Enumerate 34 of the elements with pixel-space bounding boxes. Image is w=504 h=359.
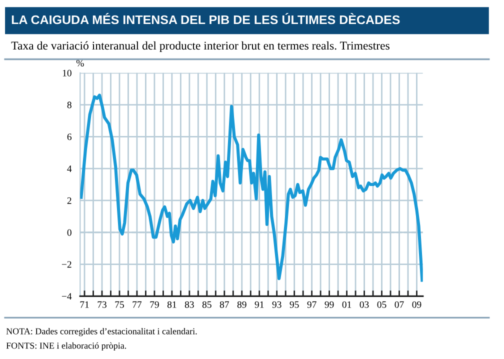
y-tick-label: 0 bbox=[67, 229, 72, 236]
x-tick-label: 91 bbox=[254, 301, 264, 308]
y-tick-label: 8 bbox=[67, 102, 72, 108]
x-tick-label: 79 bbox=[150, 301, 159, 308]
y-tick-label: −2 bbox=[62, 261, 72, 268]
x-tick-label: 93 bbox=[272, 301, 282, 308]
y-axis-title: % bbox=[76, 60, 84, 66]
line-series bbox=[80, 94, 423, 282]
x-tick-label: 81 bbox=[167, 301, 176, 308]
y-tick-label: 2 bbox=[67, 197, 72, 204]
x-tick-label: 75 bbox=[115, 301, 124, 308]
x-tick-label: 97 bbox=[307, 301, 316, 308]
x-tick-label: 99 bbox=[324, 301, 334, 308]
x-tick-label: 03 bbox=[360, 301, 369, 308]
x-tick-label: 95 bbox=[290, 301, 299, 308]
x-tick-label: 73 bbox=[98, 301, 106, 308]
x-tick-label: 87 bbox=[220, 301, 229, 308]
chart-title: LA CAIGUDA MÉS INTENSA DEL PIB DE LES ÚLTIMES DÈCADES bbox=[12, 12, 400, 24]
x-tick-label: 89 bbox=[237, 301, 246, 308]
x-tick-label: 09 bbox=[412, 301, 422, 308]
y-tick-label: 4 bbox=[67, 166, 72, 172]
y-tick-label: −4 bbox=[62, 293, 72, 300]
x-tick-label: 01 bbox=[342, 301, 352, 308]
x-tick-label: 07 bbox=[394, 301, 404, 308]
x-tick-label: 85 bbox=[202, 301, 212, 308]
x-tick-label: 05 bbox=[377, 301, 386, 308]
y-tick-label: 6 bbox=[67, 134, 72, 140]
x-tick-label: 71 bbox=[80, 301, 89, 308]
x-tick-label: 77 bbox=[132, 301, 142, 308]
text: NOTA: Dades corregides d’estacionalitat i calendari. bbox=[6, 328, 197, 336]
x-tick-label: 83 bbox=[184, 301, 194, 308]
chart-subtitle: Taxa de variació interanual del producte interior brut en termes reals. Trimestres bbox=[11, 41, 390, 52]
y-tick-label: 10 bbox=[62, 70, 72, 76]
text: FONTS: INE i elaboració pròpia. bbox=[6, 342, 126, 351]
